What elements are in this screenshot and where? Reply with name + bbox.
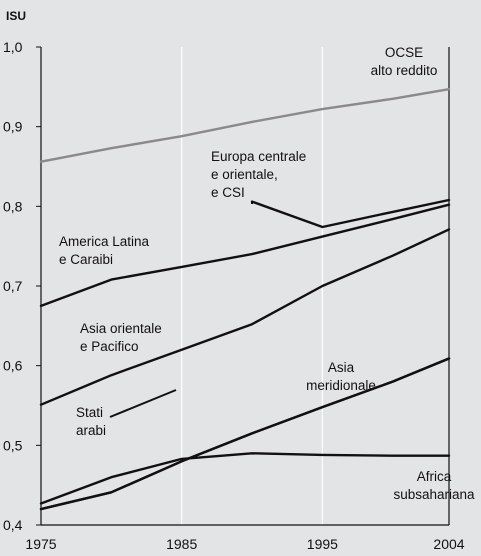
annotation-line: Europa centrale bbox=[211, 149, 306, 164]
annotation-line: arabi bbox=[76, 423, 106, 438]
series-line-6 bbox=[39, 357, 451, 511]
series-line-1 bbox=[250, 198, 451, 229]
annotation-stati: Stati arabi bbox=[76, 405, 106, 438]
series-annotations: OCSE alto reddito Europa centrale e orienta… bbox=[59, 45, 475, 502]
series-line-2 bbox=[39, 203, 451, 308]
y-tick-label: 0,7 bbox=[3, 278, 23, 294]
series-line-3 bbox=[39, 228, 451, 406]
annotation-line: Stati bbox=[76, 405, 103, 420]
series-line-4 bbox=[39, 452, 451, 505]
annotation-line: OCSE bbox=[385, 45, 423, 60]
x-tick-label: 1995 bbox=[307, 536, 338, 552]
x-tick-label: 2004 bbox=[433, 536, 464, 552]
annotation-line: America Latina bbox=[59, 234, 150, 249]
annotation-line: Africa bbox=[417, 469, 452, 484]
y-tick-label: 0,9 bbox=[3, 119, 23, 135]
y-tick-label: 1,0 bbox=[3, 39, 23, 55]
x-tick-label: 1985 bbox=[166, 536, 197, 552]
annotation-europa: Europa centrale e orientale, e CSI bbox=[211, 149, 306, 200]
annotation-asiaor: Asia orientale e Pacifico bbox=[80, 321, 162, 354]
y-axis-label: ISU bbox=[6, 9, 26, 23]
y-tick-label: 0,4 bbox=[3, 517, 23, 533]
annotation-line: e Caraibi bbox=[59, 252, 113, 267]
leader-stati bbox=[109, 389, 177, 418]
annotation-line: subsahariana bbox=[393, 487, 475, 502]
annotation-line: Asia orientale bbox=[80, 321, 162, 336]
x-tick-label: 1975 bbox=[25, 536, 56, 552]
annotation-line: e orientale, bbox=[211, 167, 278, 182]
annotation-leaders bbox=[109, 201, 254, 418]
annotation-asiamer: Asia meridionale bbox=[306, 360, 376, 393]
annotation-america: America Latina e Caraibi bbox=[59, 234, 150, 267]
annotation-line: alto reddito bbox=[371, 63, 438, 78]
y-tick-label: 0,6 bbox=[3, 358, 23, 374]
annotation-ocse: OCSE alto reddito bbox=[371, 45, 438, 78]
annotation-line: Asia bbox=[328, 360, 355, 375]
annotation-africa: Africa subsahariana bbox=[393, 469, 475, 502]
tick-labels: 0,4 0,5 0,6 0,7 0,8 0,9 1,0 1975 1985 1995 2004 bbox=[3, 39, 465, 552]
series-line-0 bbox=[39, 87, 451, 163]
annotation-line: meridionale bbox=[306, 378, 376, 393]
annotation-line: e CSI bbox=[211, 185, 245, 200]
annotation-line: e Pacifico bbox=[80, 339, 139, 354]
series-lines bbox=[39, 87, 451, 511]
y-tick-label: 0,5 bbox=[3, 437, 23, 453]
y-tick-label: 0,8 bbox=[3, 198, 23, 214]
